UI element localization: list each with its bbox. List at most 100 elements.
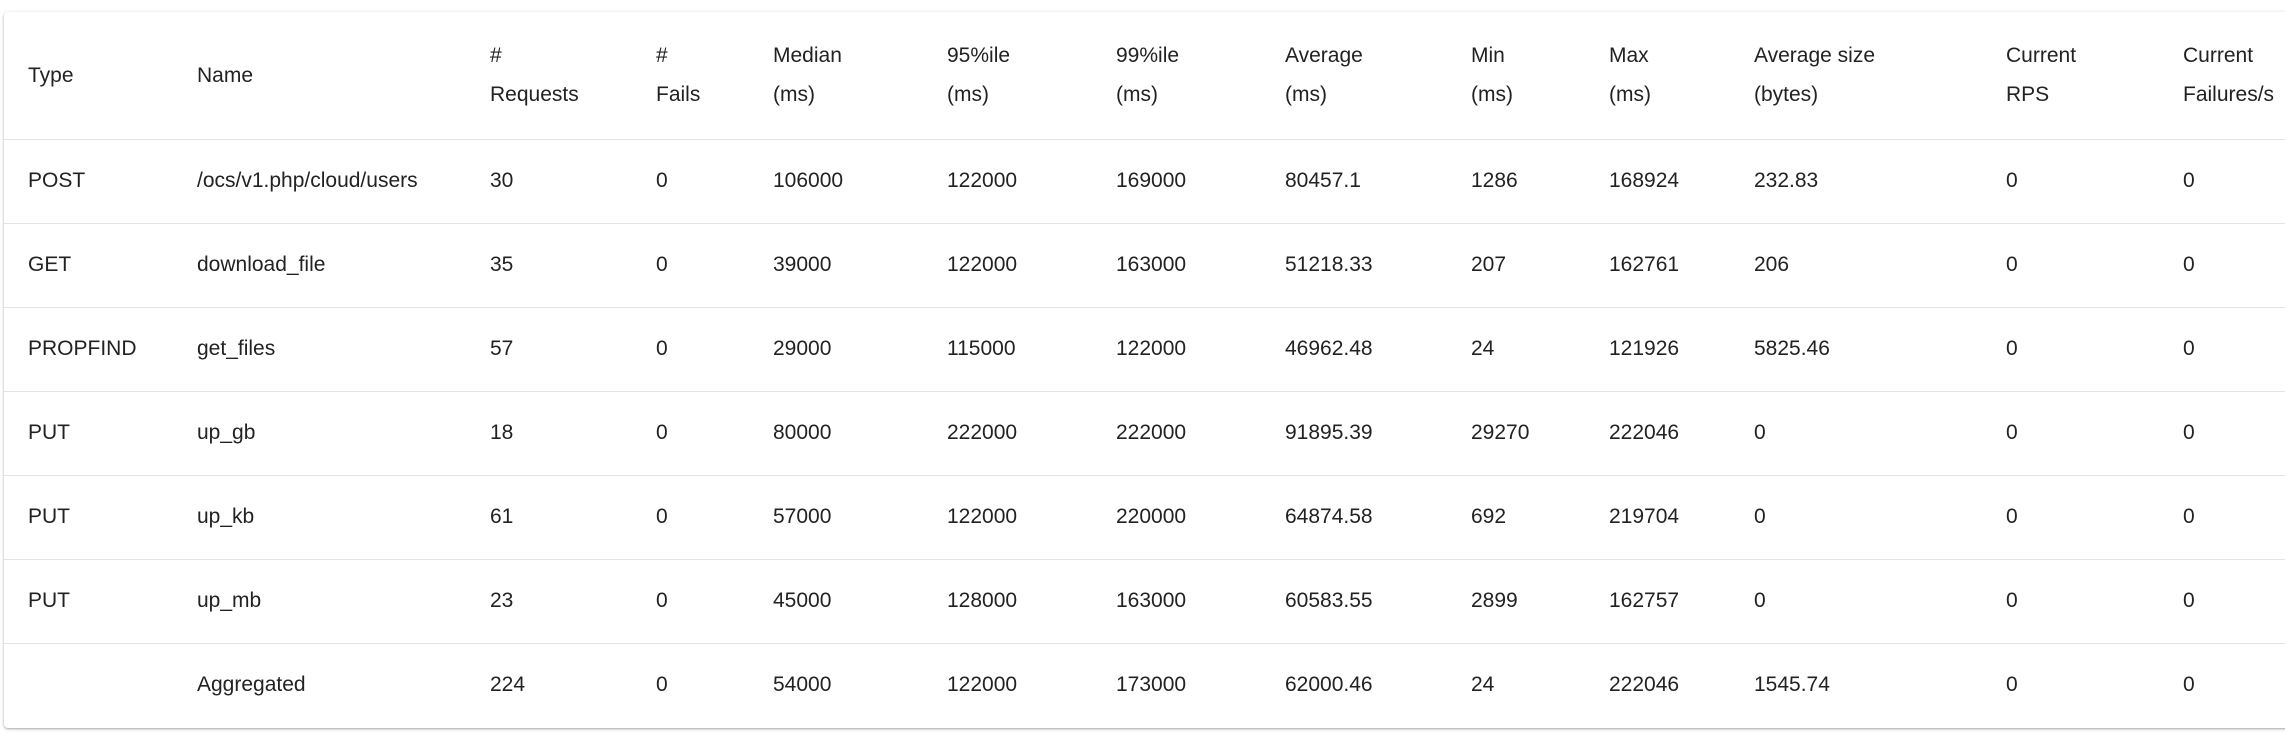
cell-name: /ocs/v1.php/cloud/users [173,139,466,224]
col-header-name[interactable]: Name [173,12,466,140]
cell-max: 222046 [1609,673,1680,697]
header-line: (ms) [1116,83,1158,107]
cell-average-size: 5825.46 [1730,307,1982,392]
cell-median: 57000 [749,475,923,560]
cell-current-failures: 0 [2159,223,2285,308]
stats-table-card: Type Name # Requests # Fails Median (ms) 95… [4,12,2285,728]
col-header-min[interactable]: Min (ms) [1447,12,1585,140]
col-header-fails[interactable]: # Fails [632,12,749,140]
cell-max: 222046 [1585,391,1730,476]
cell-name: up_kb [173,475,466,560]
table-row: POST/ocs/v1.php/cloud/users 30 0 106000 1220… [4,139,2285,224]
col-header-average-size[interactable]: Average size (bytes) [1730,12,1982,140]
cell-current-failures: 0 [2183,673,2195,697]
cell-average: 80457.1 [1261,139,1447,224]
cell-requests: 57 [466,307,632,392]
cell-requests: 30 [466,139,632,224]
header-line: Average [1285,44,1363,68]
header-line: 99%ile [1116,44,1180,68]
header-line: Name [197,63,254,87]
cell-requests: 224 [490,673,526,697]
cell-p95: 122000 [923,223,1092,308]
col-header-current-rps[interactable]: Current RPS [1982,12,2159,140]
cell-type: PUT [4,391,173,476]
col-header-requests[interactable]: # Requests [466,12,632,140]
cell-min: 207 [1447,223,1585,308]
cell-p95: 222000 [923,391,1092,476]
table-row: GET download_file 35 0 39000 122000 163000 5121… [4,223,2285,308]
cell-average: 64874.58 [1261,475,1447,560]
cell-requests: 61 [466,475,632,560]
cell-fails: 0 [632,307,749,392]
cell-p99: 222000 [1092,391,1261,476]
cell-min: 29270 [1447,391,1585,476]
cell-median: 39000 [749,223,923,308]
header-line: Failures/s [2183,83,2275,107]
cell-type: PUT [4,475,173,560]
cell-average-size: 0 [1730,391,1982,476]
cell-current-rps: 0 [1982,559,2159,644]
cell-median: 29000 [749,307,923,392]
header-line: (ms) [1285,83,1327,107]
cell-current-failures: 0 [2159,391,2285,476]
cell-min: 2899 [1447,559,1585,644]
cell-average-size: 232.83 [1730,139,1982,224]
col-header-max[interactable]: Max (ms) [1585,12,1730,140]
cell-median: 45000 [749,559,923,644]
col-header-median[interactable]: Median (ms) [749,12,923,140]
cell-current-failures: 0 [2159,139,2285,224]
cell-average-size: 0 [1730,559,1982,644]
cell-type [4,643,173,727]
cell-average: 51218.33 [1261,223,1447,308]
cell-name: up_mb [173,559,466,644]
cell-requests: 23 [466,559,632,644]
cell-p99: 163000 [1092,223,1261,308]
col-header-average[interactable]: Average (ms) [1261,12,1447,140]
header-line: Max [1609,44,1649,68]
cell-p95: 122000 [947,673,1018,697]
table-header-row: Type Name # Requests # Fails Median (ms) 95… [4,12,2285,140]
table-row: Aggregated 224 0 54000 122000 173000 62000.46 2… [4,643,2285,727]
cell-max: 121926 [1585,307,1730,392]
header-line: (bytes) [1754,83,1819,107]
cell-average-size: 1545.74 [1754,673,1830,697]
cell-name: up_gb [173,391,466,476]
request-stats-table: Type Name # Requests # Fails Median (ms) 95… [4,12,2285,727]
header-line: # [490,44,502,68]
cell-requests: 35 [466,223,632,308]
cell-type: POST [4,139,173,224]
cell-current-rps: 0 [2006,673,2018,697]
cell-requests: 18 [466,391,632,476]
cell-fails: 0 [656,673,668,697]
header-line: RPS [2006,83,2050,107]
header-line: Current [2183,44,2254,68]
cell-p95: 115000 [923,307,1092,392]
col-header-current-failures[interactable]: Current Failures/s [2159,12,2285,140]
header-line: (ms) [947,83,989,107]
col-header-95ile[interactable]: 95%ile (ms) [923,12,1092,140]
cell-fails: 0 [632,475,749,560]
cell-current-failures: 0 [2159,559,2285,644]
cell-average: 62000.46 [1285,673,1373,697]
header-line: (ms) [1609,83,1651,107]
cell-median: 106000 [749,139,923,224]
col-header-99ile[interactable]: 99%ile (ms) [1092,12,1261,140]
table-row: PUT up_kb 61 0 57000 122000 220000 64874.58 692 2… [4,475,2285,560]
cell-current-rps: 0 [1982,391,2159,476]
cell-p99: 173000 [1116,673,1187,697]
header-line: Requests [490,83,579,107]
table-row: PUT up_gb 18 0 80000 222000 222000 91895.39 2927… [4,391,2285,476]
header-line: Current [2006,44,2077,68]
cell-current-failures: 0 [2159,475,2285,560]
cell-current-rps: 0 [1982,223,2159,308]
cell-current-rps: 0 [1982,139,2159,224]
cell-current-rps: 0 [1982,475,2159,560]
header-line: Type [28,63,74,87]
cell-p99: 169000 [1092,139,1261,224]
col-header-type[interactable]: Type [4,12,173,140]
cell-max: 162761 [1585,223,1730,308]
table-row: PROPFIND get_files 57 0 29000 115000 122000 469… [4,307,2285,392]
cell-current-failures: 0 [2159,307,2285,392]
cell-p99: 220000 [1092,475,1261,560]
cell-name: Aggregated [197,673,306,697]
